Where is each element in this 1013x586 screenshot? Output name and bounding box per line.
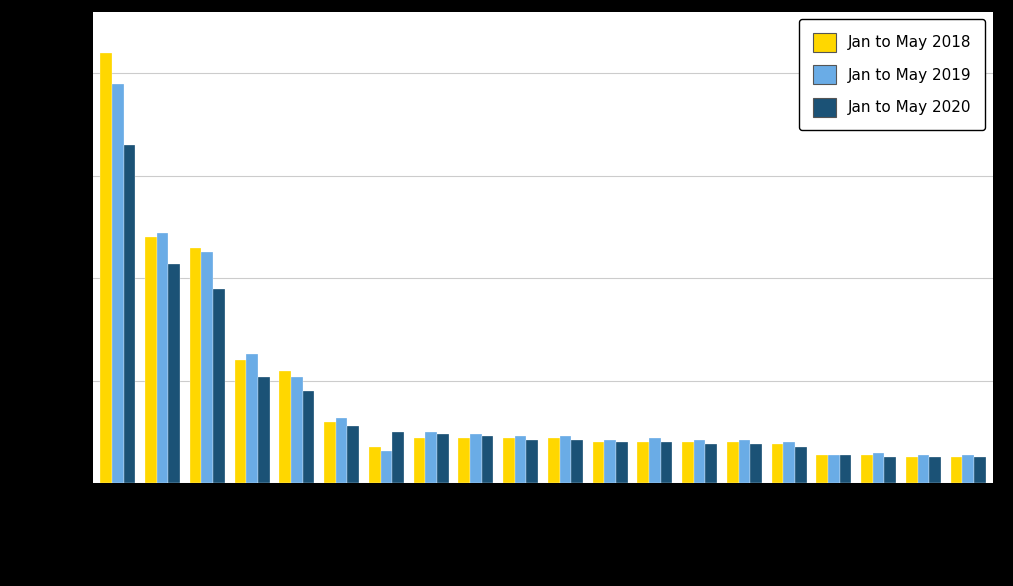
- Bar: [392, 432, 404, 483]
- Bar: [459, 438, 470, 483]
- Bar: [884, 457, 897, 483]
- Bar: [235, 360, 246, 483]
- Bar: [291, 377, 303, 483]
- Bar: [705, 444, 717, 483]
- Bar: [481, 436, 493, 483]
- Bar: [548, 438, 559, 483]
- Bar: [100, 53, 112, 483]
- Bar: [861, 455, 873, 483]
- Bar: [515, 436, 527, 483]
- Bar: [347, 426, 359, 483]
- Bar: [571, 441, 582, 483]
- Bar: [873, 452, 884, 483]
- Bar: [258, 377, 269, 483]
- Bar: [324, 422, 335, 483]
- Bar: [503, 438, 515, 483]
- Bar: [840, 455, 851, 483]
- Bar: [437, 434, 449, 483]
- Bar: [738, 441, 751, 483]
- Bar: [425, 432, 437, 483]
- Bar: [112, 84, 124, 483]
- Bar: [157, 233, 168, 483]
- Bar: [559, 436, 571, 483]
- Bar: [727, 442, 738, 483]
- Bar: [918, 455, 929, 483]
- Bar: [795, 447, 806, 483]
- Bar: [470, 434, 481, 483]
- Bar: [637, 442, 649, 483]
- Bar: [189, 248, 202, 483]
- Bar: [145, 237, 157, 483]
- Bar: [694, 441, 705, 483]
- Bar: [202, 252, 213, 483]
- Bar: [751, 444, 762, 483]
- Bar: [828, 455, 840, 483]
- Legend: Jan to May 2018, Jan to May 2019, Jan to May 2020: Jan to May 2018, Jan to May 2019, Jan to…: [799, 19, 985, 130]
- Bar: [660, 442, 673, 483]
- Bar: [816, 455, 828, 483]
- Bar: [593, 442, 605, 483]
- Bar: [168, 264, 180, 483]
- Bar: [369, 447, 381, 483]
- Bar: [973, 457, 986, 483]
- Bar: [682, 442, 694, 483]
- Bar: [772, 444, 783, 483]
- Bar: [929, 457, 941, 483]
- Bar: [413, 438, 425, 483]
- Bar: [616, 442, 627, 483]
- Bar: [213, 289, 225, 483]
- Bar: [649, 438, 660, 483]
- Bar: [381, 451, 392, 483]
- Bar: [280, 371, 291, 483]
- Bar: [527, 441, 538, 483]
- Bar: [246, 354, 258, 483]
- Bar: [950, 457, 962, 483]
- Bar: [124, 145, 136, 483]
- Bar: [303, 391, 314, 483]
- Bar: [906, 457, 918, 483]
- Bar: [962, 455, 973, 483]
- Bar: [783, 442, 795, 483]
- Bar: [335, 418, 347, 483]
- Bar: [605, 441, 616, 483]
